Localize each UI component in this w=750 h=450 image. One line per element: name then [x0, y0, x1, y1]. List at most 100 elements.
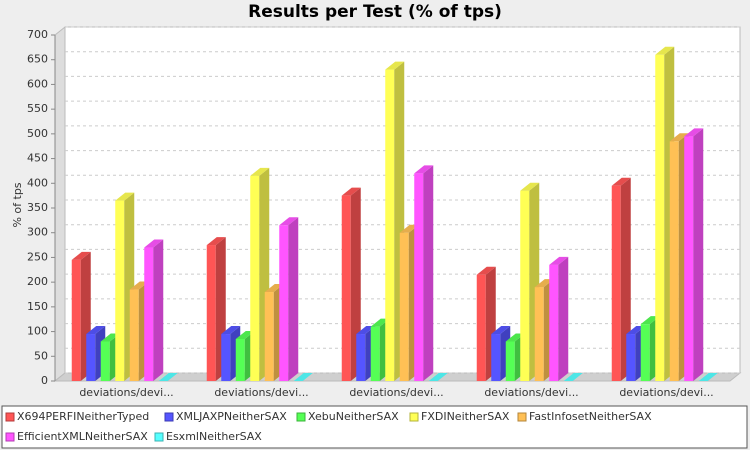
bar-front [356, 334, 366, 381]
bar-top [669, 133, 689, 142]
bar-top [264, 284, 284, 293]
bar-side [153, 239, 164, 381]
bar-front [129, 289, 139, 381]
bar-front [611, 185, 621, 381]
bar-front [491, 334, 501, 381]
bar-top [626, 326, 646, 335]
y-tick-label: 700 [27, 28, 48, 41]
bar-top [640, 316, 660, 325]
y-tick-label: 500 [27, 127, 48, 140]
bar-top [250, 167, 270, 176]
bar-top [100, 333, 120, 342]
bar-top [385, 61, 405, 70]
y-tick-label: 400 [27, 176, 48, 189]
bar-front [144, 247, 154, 381]
bar [684, 128, 704, 381]
bar [698, 373, 718, 381]
bar-top [293, 373, 313, 381]
bar-front [385, 69, 395, 381]
chart-title: Results per Test (% of tps) [248, 2, 502, 22]
bar-side [558, 256, 569, 381]
bar-top [158, 373, 178, 381]
legend-label: EsxmlNeitherSAX [166, 430, 262, 443]
y-tick-label: 300 [27, 226, 48, 239]
bar-side [288, 217, 299, 381]
bar-side [693, 128, 704, 381]
legend-swatch [164, 412, 174, 422]
bar-top [520, 182, 540, 191]
bar-front [640, 324, 650, 381]
bar-front [100, 341, 110, 381]
y-tick-label: 550 [27, 102, 48, 115]
bar-top [206, 237, 226, 246]
bar-side [423, 165, 434, 381]
x-tick-label: deviations/devi... [79, 386, 173, 399]
bar-top [505, 333, 525, 342]
bar-front [655, 54, 665, 382]
bar-top [428, 373, 448, 381]
bar-top [86, 326, 106, 335]
bar [144, 239, 164, 381]
bar-front [534, 287, 544, 381]
bar-front [221, 334, 231, 381]
bar-top [235, 330, 255, 339]
bar-side [620, 177, 631, 381]
bar-front [115, 200, 125, 381]
bar-front [86, 334, 96, 381]
legend-swatch [517, 412, 527, 422]
bar-front [206, 245, 216, 381]
bar-front [71, 259, 81, 381]
bar-front [520, 190, 530, 381]
legend-label: XebuNeitherSAX [308, 410, 399, 423]
legend-swatch [5, 412, 15, 422]
bar-top [71, 251, 91, 260]
legend-box [1, 405, 748, 449]
legend-swatch [409, 412, 419, 422]
legend-label: FastInfosetNeitherSAX [529, 410, 652, 423]
bar [279, 217, 299, 381]
bar-top [129, 281, 149, 290]
x-tick-label: deviations/devi... [214, 386, 308, 399]
bar-front [669, 141, 679, 381]
bar-front [341, 195, 351, 381]
x-tick-label: deviations/devi... [484, 386, 578, 399]
bar-top [698, 373, 718, 381]
bar-top [476, 266, 496, 275]
bar-top [370, 318, 390, 327]
bar-top [563, 373, 583, 381]
bar [563, 373, 583, 381]
bar-top [491, 326, 511, 335]
y-tick-label: 200 [27, 275, 48, 288]
y-tick-label: 450 [27, 152, 48, 165]
bar-front [370, 326, 380, 381]
bar [549, 256, 569, 381]
bar-top [115, 192, 135, 201]
bar-top [534, 279, 554, 288]
bar-front [476, 274, 486, 381]
x-tick-label: deviations/devi... [349, 386, 443, 399]
y-tick-label: 0 [41, 374, 48, 387]
y-tick-label: 650 [27, 53, 48, 66]
bar [414, 165, 434, 381]
y-tick-label: 50 [34, 349, 48, 362]
bar-front [684, 136, 694, 381]
legend-swatch [296, 412, 306, 422]
y-tick-label: 350 [27, 201, 48, 214]
bar-front [250, 175, 260, 381]
y-tick-label: 100 [27, 325, 48, 338]
bar-front [264, 292, 274, 381]
bar-top [144, 239, 164, 248]
bar-front [505, 341, 515, 381]
x-tick-label: deviations/devi... [619, 386, 713, 399]
bar [428, 373, 448, 381]
bar-top [684, 128, 704, 137]
y-tick-label: 250 [27, 250, 48, 263]
bar-top [221, 326, 241, 335]
bar-top [356, 326, 376, 335]
bar-front [235, 338, 245, 381]
bar [158, 373, 178, 381]
y-tick-label: 150 [27, 300, 48, 313]
legend-label: X694PERFINeitherTyped [17, 410, 149, 423]
bar-top [341, 187, 361, 196]
